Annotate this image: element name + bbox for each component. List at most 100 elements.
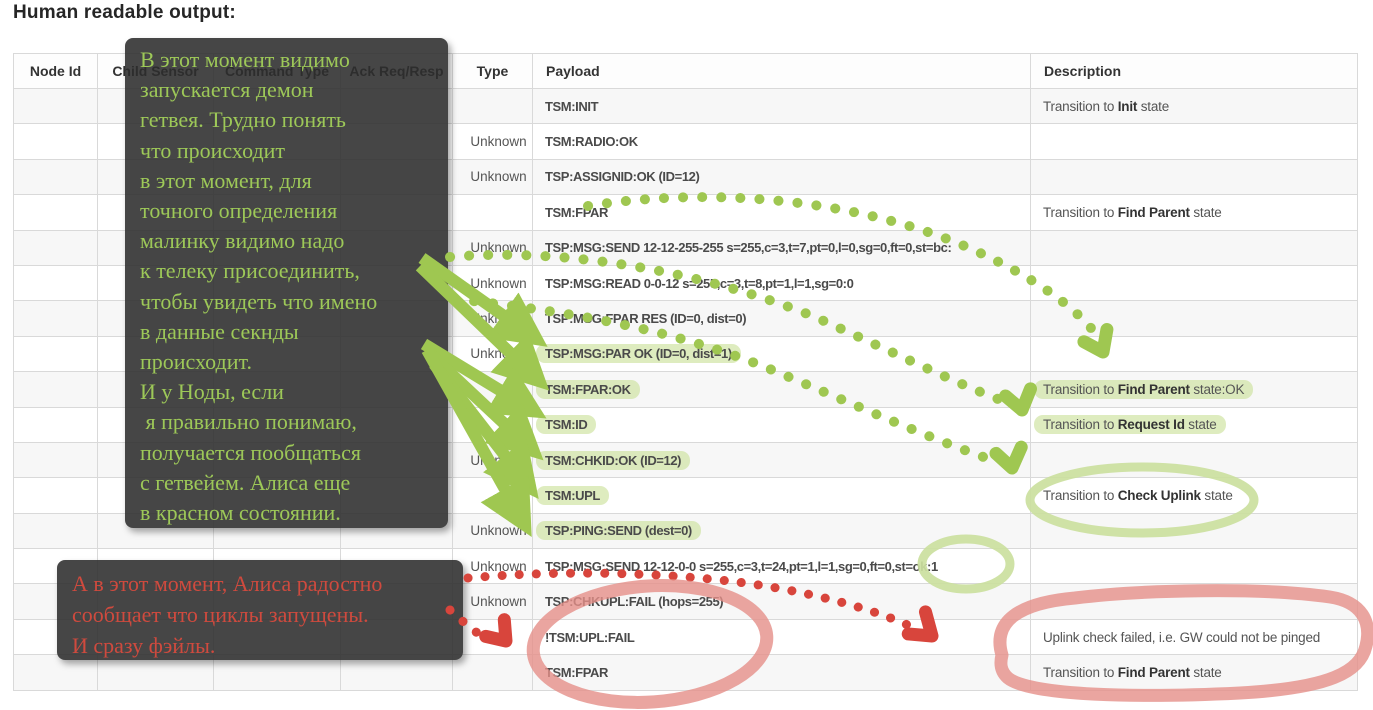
cell-type: Unknown bbox=[452, 512, 533, 550]
cell-type: Unknown bbox=[452, 264, 533, 302]
cell-description bbox=[1030, 123, 1358, 160]
cell-node-id bbox=[13, 229, 98, 266]
cell-description bbox=[1030, 583, 1358, 620]
cell-payload: TSM:CHKID:OK (ID=12) bbox=[532, 441, 1031, 479]
cell-payload: TSP:MSG:SEND 12-12-255-255 s=255,c=3,t=7… bbox=[532, 229, 1031, 266]
cell-node-id bbox=[13, 264, 98, 302]
cell-node-id bbox=[13, 158, 98, 196]
note-line: в красном состоянии. bbox=[140, 500, 341, 526]
cell-description bbox=[1030, 335, 1358, 373]
cell-type bbox=[452, 654, 533, 691]
payload-text: TSM:CHKID:OK (ID=12) bbox=[536, 450, 691, 470]
note-line: точного определения bbox=[140, 198, 338, 224]
note-line: А в этот момент, Алиса радостно bbox=[72, 571, 383, 596]
cell-type bbox=[452, 371, 533, 408]
cell-node-id bbox=[13, 654, 98, 691]
cell-description: Transition to Request Id state bbox=[1030, 406, 1358, 443]
payload-text: TSP:MSG:FPAR RES (ID=0, dist=0) bbox=[545, 311, 747, 327]
note-line: получается пообщаться bbox=[140, 439, 361, 465]
note-line: чтобы увидеть что имено bbox=[140, 288, 378, 314]
description-text: Transition to Find Parent state bbox=[1043, 204, 1222, 220]
cell-description bbox=[1030, 264, 1358, 302]
note-line: что происходит bbox=[140, 137, 286, 163]
page-title: Human readable output: bbox=[13, 2, 236, 23]
note-line: к телеку присоединить, bbox=[140, 258, 360, 284]
cell-payload: TSM:FPAR:OK bbox=[532, 371, 1031, 408]
payload-text: TSM:FPAR bbox=[545, 204, 608, 220]
cell-description bbox=[1030, 512, 1358, 550]
cell-ack-req-resp bbox=[340, 654, 453, 691]
description-text: Transition to Find Parent state bbox=[1043, 664, 1222, 680]
description-text: Transition to Find Parent state:OK bbox=[1034, 379, 1254, 399]
cell-node-id bbox=[13, 512, 98, 550]
note-line: в этот момент, для bbox=[140, 167, 312, 193]
description-text: Transition to Request Id state bbox=[1034, 415, 1226, 435]
cell-type bbox=[452, 477, 533, 514]
cell-node-id bbox=[13, 406, 98, 443]
cell-type bbox=[452, 87, 533, 125]
payload-text: TSP:MSG:SEND 12-12-0-0 s=255,c=3,t=24,pt… bbox=[545, 558, 938, 574]
cell-payload: TSM:RADIO:OK bbox=[532, 123, 1031, 160]
cell-payload: TSM:FPAR bbox=[532, 194, 1031, 231]
cell-node-id bbox=[13, 371, 98, 408]
payload-text: TSP:CHKUPL:FAIL (hops=255) bbox=[545, 594, 724, 610]
payload-text: TSP:PING:SEND (dest=0) bbox=[536, 521, 701, 541]
payload-text: TSP:MSG:PAR OK (ID=0, dist=1) bbox=[536, 344, 741, 364]
cell-type: Unknown bbox=[452, 300, 533, 337]
cell-node-id bbox=[13, 194, 98, 231]
col-header-description: Description bbox=[1030, 53, 1358, 89]
col-header-type: Type bbox=[452, 53, 533, 89]
payload-text: TSP:ASSIGNID:OK (ID=12) bbox=[545, 169, 700, 185]
cell-payload: TSP:MSG:PAR OK (ID=0, dist=1) bbox=[532, 335, 1031, 373]
cell-description: Transition to Check Uplink state bbox=[1030, 477, 1358, 514]
cell-payload: TSP:MSG:SEND 12-12-0-0 s=255,c=3,t=24,pt… bbox=[532, 548, 1031, 585]
cell-type: Unknown bbox=[452, 441, 533, 479]
payload-text: TSP:MSG:READ 0-0-12 s=255,c=3,t=8,pt=1,l… bbox=[545, 275, 854, 291]
cell-description: Transition to Init state bbox=[1030, 87, 1358, 125]
note-line: запускается демон bbox=[140, 77, 314, 103]
cell-description bbox=[1030, 158, 1358, 196]
cell-payload: TSM:UPL bbox=[532, 477, 1031, 514]
note-line: в данные секнды bbox=[140, 318, 299, 344]
cell-node-id bbox=[13, 335, 98, 373]
payload-text: !TSM:UPL:FAIL bbox=[545, 629, 635, 645]
cell-node-id bbox=[13, 300, 98, 337]
cell-description: Uplink check failed, i.e. GW could not b… bbox=[1030, 618, 1358, 656]
payload-text: TSM:FPAR bbox=[545, 664, 608, 680]
annotation-note-gateway: В этот момент видимо запускается демон гет… bbox=[125, 38, 448, 528]
cell-command-type bbox=[213, 654, 341, 691]
cell-description bbox=[1030, 229, 1358, 266]
cell-type: Unknown bbox=[452, 548, 533, 585]
cell-description bbox=[1030, 441, 1358, 479]
cell-type: Unknown bbox=[452, 158, 533, 196]
col-header-node-id: Node Id bbox=[13, 53, 98, 89]
cell-type: Unknown bbox=[452, 335, 533, 373]
cell-node-id bbox=[13, 87, 98, 125]
payload-text: TSM:UPL bbox=[536, 485, 609, 505]
cell-description: Transition to Find Parent state bbox=[1030, 194, 1358, 231]
cell-node-id bbox=[13, 441, 98, 479]
cell-type: Unknown bbox=[452, 583, 533, 620]
payload-text: TSP:MSG:SEND 12-12-255-255 s=255,c=3,t=7… bbox=[545, 240, 952, 256]
payload-text: TSM:RADIO:OK bbox=[545, 134, 638, 150]
cell-type bbox=[452, 618, 533, 656]
col-header-payload: Payload bbox=[532, 53, 1031, 89]
note-line: В этот момент видимо bbox=[140, 47, 350, 72]
note-line: с гетвейем. Алиса еще bbox=[140, 469, 351, 495]
cell-type bbox=[452, 406, 533, 443]
cell-payload: TSP:ASSIGNID:OK (ID=12) bbox=[532, 158, 1031, 196]
cell-payload: TSP:PING:SEND (dest=0) bbox=[532, 512, 1031, 550]
cell-type: Unknown bbox=[452, 229, 533, 266]
cell-type bbox=[452, 194, 533, 231]
cell-node-id bbox=[13, 477, 98, 514]
cell-description bbox=[1030, 548, 1358, 585]
cell-payload: !TSM:UPL:FAIL bbox=[532, 618, 1031, 656]
note-line: И сразу фэйлы. bbox=[72, 633, 216, 658]
cell-payload: TSP:MSG:FPAR RES (ID=0, dist=0) bbox=[532, 300, 1031, 337]
description-text: Transition to Check Uplink state bbox=[1043, 487, 1233, 503]
cell-payload: TSM:INIT bbox=[532, 87, 1031, 125]
cell-type: Unknown bbox=[452, 123, 533, 160]
cell-description bbox=[1030, 300, 1358, 337]
note-line: гетвея. Трудно понять bbox=[140, 107, 346, 133]
description-text: Uplink check failed, i.e. GW could not b… bbox=[1043, 629, 1321, 645]
